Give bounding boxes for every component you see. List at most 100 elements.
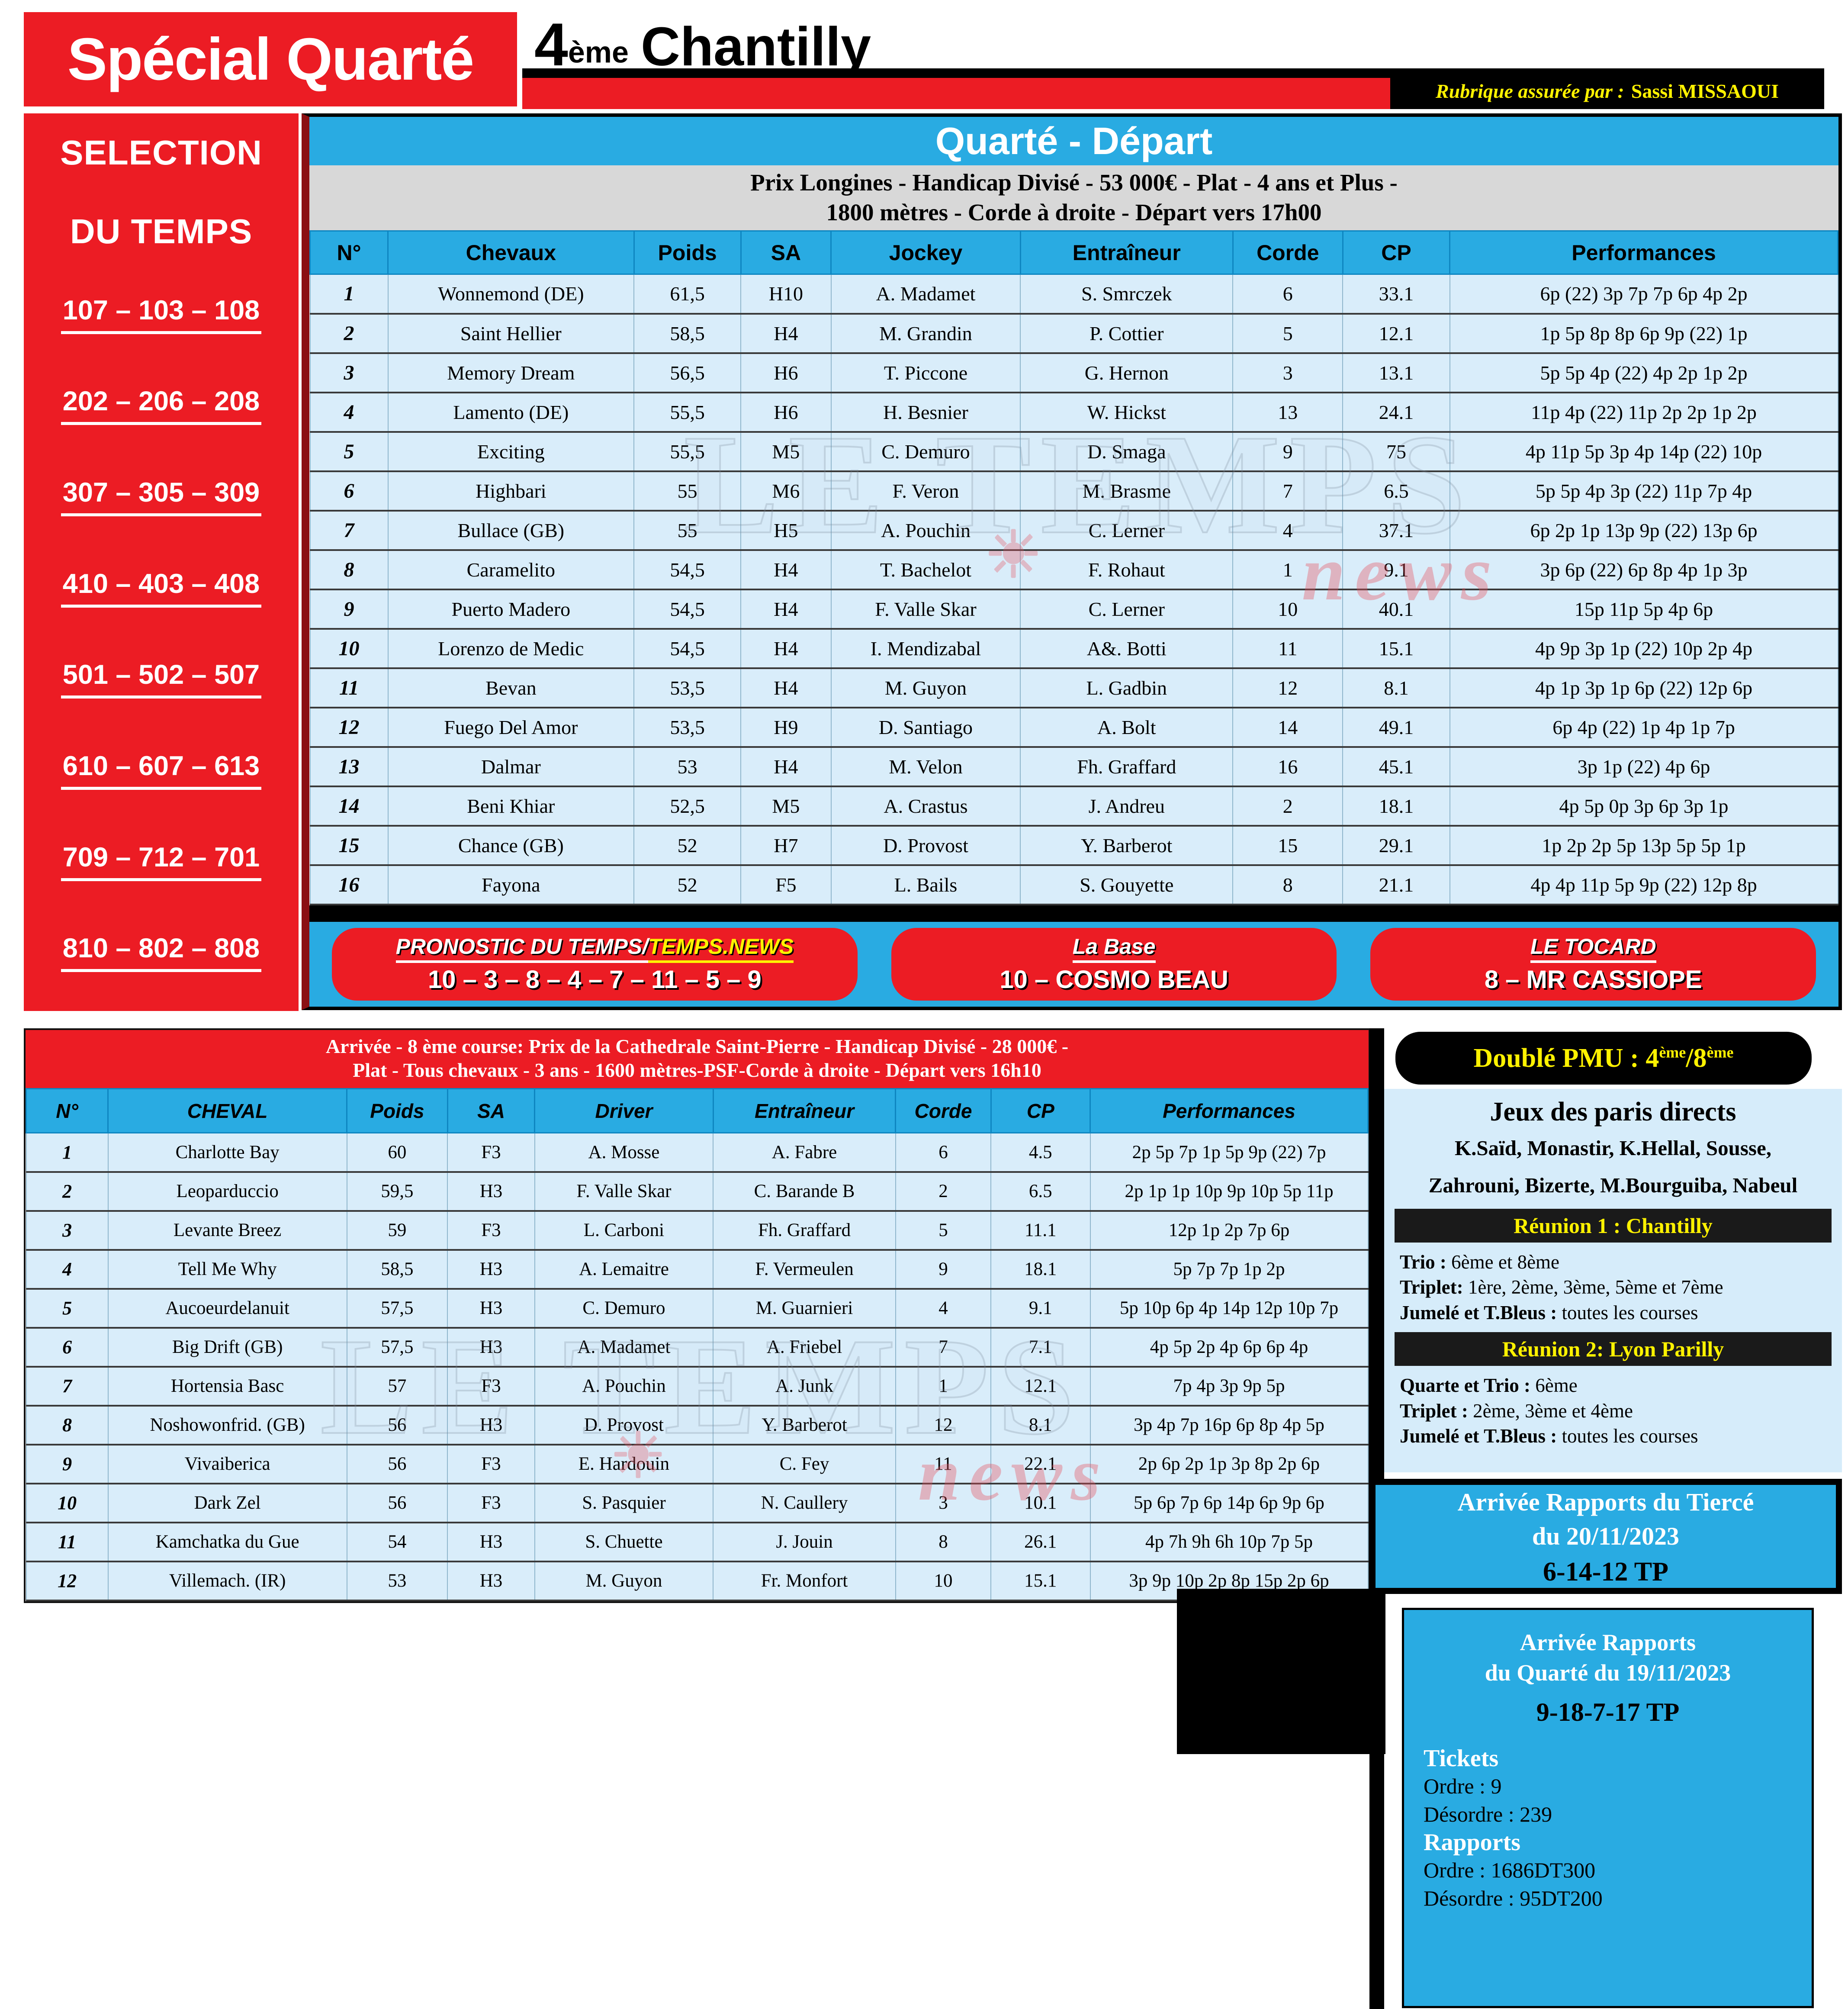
table-row: 7 Bullace (GB) 55 H5 A. Pouchin C. Lerne… — [309, 510, 1838, 551]
horse-number: 14 — [309, 786, 389, 827]
performances: 6p 4p (22) 1p 4p 1p 7p — [1449, 707, 1838, 748]
depart-table-body: 1 Wonnemond (DE) 61,5 H10 A. Madamet S. … — [309, 274, 1838, 905]
trainer: P. Cottier — [1020, 313, 1234, 354]
tickets-lines: Ordre : 9 Désordre : 239 — [1424, 1772, 1792, 1829]
weight: 55 — [633, 510, 742, 551]
performances: 5p 5p 4p 3p (22) 11p 7p 4p — [1449, 471, 1838, 512]
weight: 53,5 — [633, 707, 742, 748]
performances: 3p 9p 10p 2p 8p 15p 2p 6p — [1090, 1561, 1369, 1601]
weight: 53 — [633, 747, 742, 787]
table-row: 15 Chance (GB) 52 H7 D. Provost Y. Barbe… — [309, 825, 1838, 866]
reunion2-title: Réunion 2: Lyon Parilly — [1502, 1337, 1724, 1362]
driver: A. Mosse — [534, 1133, 714, 1173]
horse-name: Levante Breez — [107, 1211, 347, 1251]
sex-age: H3 — [447, 1327, 535, 1368]
performances: 12p 1p 2p 7p 6p — [1090, 1211, 1369, 1251]
black-filler — [1177, 1589, 1385, 1754]
jockey: H. Besnier — [830, 392, 1021, 433]
cp: 9.1 — [990, 1288, 1091, 1329]
performances: 5p 10p 6p 4p 14p 12p 10p 7p — [1090, 1288, 1369, 1329]
sex-age: H3 — [447, 1288, 535, 1329]
sex-age: H4 — [740, 747, 832, 787]
cp: 49.1 — [1342, 707, 1450, 748]
cp: 7.1 — [990, 1327, 1091, 1368]
table-row: 10 Dark Zel 56 F3 S. Pasquier N. Cauller… — [26, 1483, 1369, 1523]
jockey: M. Grandin — [830, 313, 1021, 354]
column-header: CP — [1342, 230, 1451, 275]
sex-age: F3 — [447, 1444, 535, 1484]
sex-age: H9 — [740, 707, 832, 748]
jockey: F. Veron — [830, 471, 1021, 512]
trainer: C. Lerner — [1020, 589, 1234, 630]
race-name: Chantilly — [640, 16, 871, 77]
horse-name: Puerto Madero — [387, 589, 635, 630]
weight: 56 — [346, 1483, 448, 1523]
cp: 10.1 — [990, 1483, 1091, 1523]
weight: 61,5 — [633, 274, 742, 315]
arrivee-header-line1: Arrivée - 8 ème course: Prix de la Cathe… — [325, 1035, 1069, 1057]
jockey: M. Guyon — [830, 668, 1021, 708]
column-header: Corde — [895, 1088, 992, 1134]
selection-combo: 307 – 305 – 309 — [61, 477, 262, 517]
weight: 53,5 — [633, 668, 742, 708]
cp: 11.1 — [990, 1211, 1091, 1251]
cp: 45.1 — [1342, 747, 1450, 787]
horse-number: 6 — [309, 471, 389, 512]
table-row: 13 Dalmar 53 H4 M. Velon Fh. Graffard 16… — [309, 747, 1838, 787]
rapport-line: Ordre : 1686DT300 — [1424, 1858, 1596, 1883]
jockey: A. Pouchin — [830, 510, 1021, 551]
reunion2-details: Quarte et Trio : 6ème Triplet : 2ème, 3è… — [1390, 1373, 1836, 1449]
trainer: J. Andreu — [1020, 786, 1234, 827]
pronostic-title-main: PRONOSTIC DU TEMPS/ — [395, 934, 649, 963]
sidebar-title-line1: SELECTION — [60, 133, 262, 172]
horse-number: 9 — [309, 589, 389, 630]
race-info-line2: 1800 mètres - Corde à droite - Départ ve… — [826, 199, 1322, 225]
driver: F. Valle Skar — [534, 1172, 714, 1212]
column-header: Jockey — [830, 230, 1021, 275]
ticket-line: Ordre : 9 — [1424, 1774, 1502, 1799]
tocard-value: 8 – MR CASSIOPE — [1484, 966, 1702, 994]
weight: 52 — [633, 865, 742, 905]
trainer: N. Caullery — [713, 1483, 896, 1523]
trainer: C. Fey — [713, 1444, 896, 1484]
column-header: Performances — [1090, 1088, 1369, 1134]
corde: 8 — [1232, 865, 1343, 905]
weight: 60 — [346, 1133, 448, 1173]
table-row: 16 Fayona 52 F5 L. Bails S. Gouyette 8 2… — [309, 865, 1838, 905]
reunion-detail-line: Triplet: 1ère, 2ème, 3ème, 5ème et 7ème — [1400, 1276, 1723, 1298]
weight: 54,5 — [633, 628, 742, 669]
weight: 59 — [346, 1211, 448, 1251]
sex-age: F3 — [447, 1211, 535, 1251]
jockey: T. Piccone — [830, 353, 1021, 393]
sidebar-title-line2: DU TEMPS — [70, 212, 253, 251]
arrivee-panel: Arrivée - 8 ème course: Prix de la Cathe… — [24, 1028, 1370, 1603]
cp: 22.1 — [990, 1444, 1091, 1484]
driver: L. Carboni — [534, 1211, 714, 1251]
weight: 54,5 — [633, 550, 742, 590]
weight: 58,5 — [633, 313, 742, 354]
horse-number: 9 — [26, 1444, 109, 1484]
race-info-line1: Prix Longines - Handicap Divisé - 53 000… — [750, 169, 1398, 196]
sex-age: H3 — [447, 1405, 535, 1446]
horse-name: Lorenzo de Medic — [387, 628, 635, 669]
jockey: C. Demuro — [830, 431, 1021, 472]
jockey: D. Santiago — [830, 707, 1021, 748]
reunion-detail-line: Trio : 6ème et 8ème — [1400, 1251, 1560, 1273]
jockey: D. Provost — [830, 825, 1021, 866]
corde: 11 — [895, 1444, 992, 1484]
trainer: Fh. Graffard — [713, 1211, 896, 1251]
horse-name: Fayona — [387, 865, 635, 905]
cp: 13.1 — [1342, 353, 1450, 393]
horse-name: Bullace (GB) — [387, 510, 635, 551]
cp: 33.1 — [1342, 274, 1450, 315]
performances: 6p (22) 3p 7p 7p 6p 4p 2p — [1449, 274, 1838, 315]
rubric-label: Rubrique assurée par : — [1435, 80, 1624, 102]
rubric-banner: Rubrique assurée par : Sassi MISSAOUI — [1390, 73, 1824, 109]
corde: 6 — [895, 1133, 992, 1173]
table-row: 7 Hortensia Basc 57 F3 A. Pouchin A. Jun… — [26, 1366, 1369, 1407]
driver: C. Demuro — [534, 1288, 714, 1329]
brand-title: Spécial Quarté — [67, 26, 474, 93]
reunion1-title: Réunion 1 : Chantilly — [1514, 1213, 1713, 1238]
corde: 3 — [1232, 353, 1343, 393]
corde: 14 — [1232, 707, 1343, 748]
